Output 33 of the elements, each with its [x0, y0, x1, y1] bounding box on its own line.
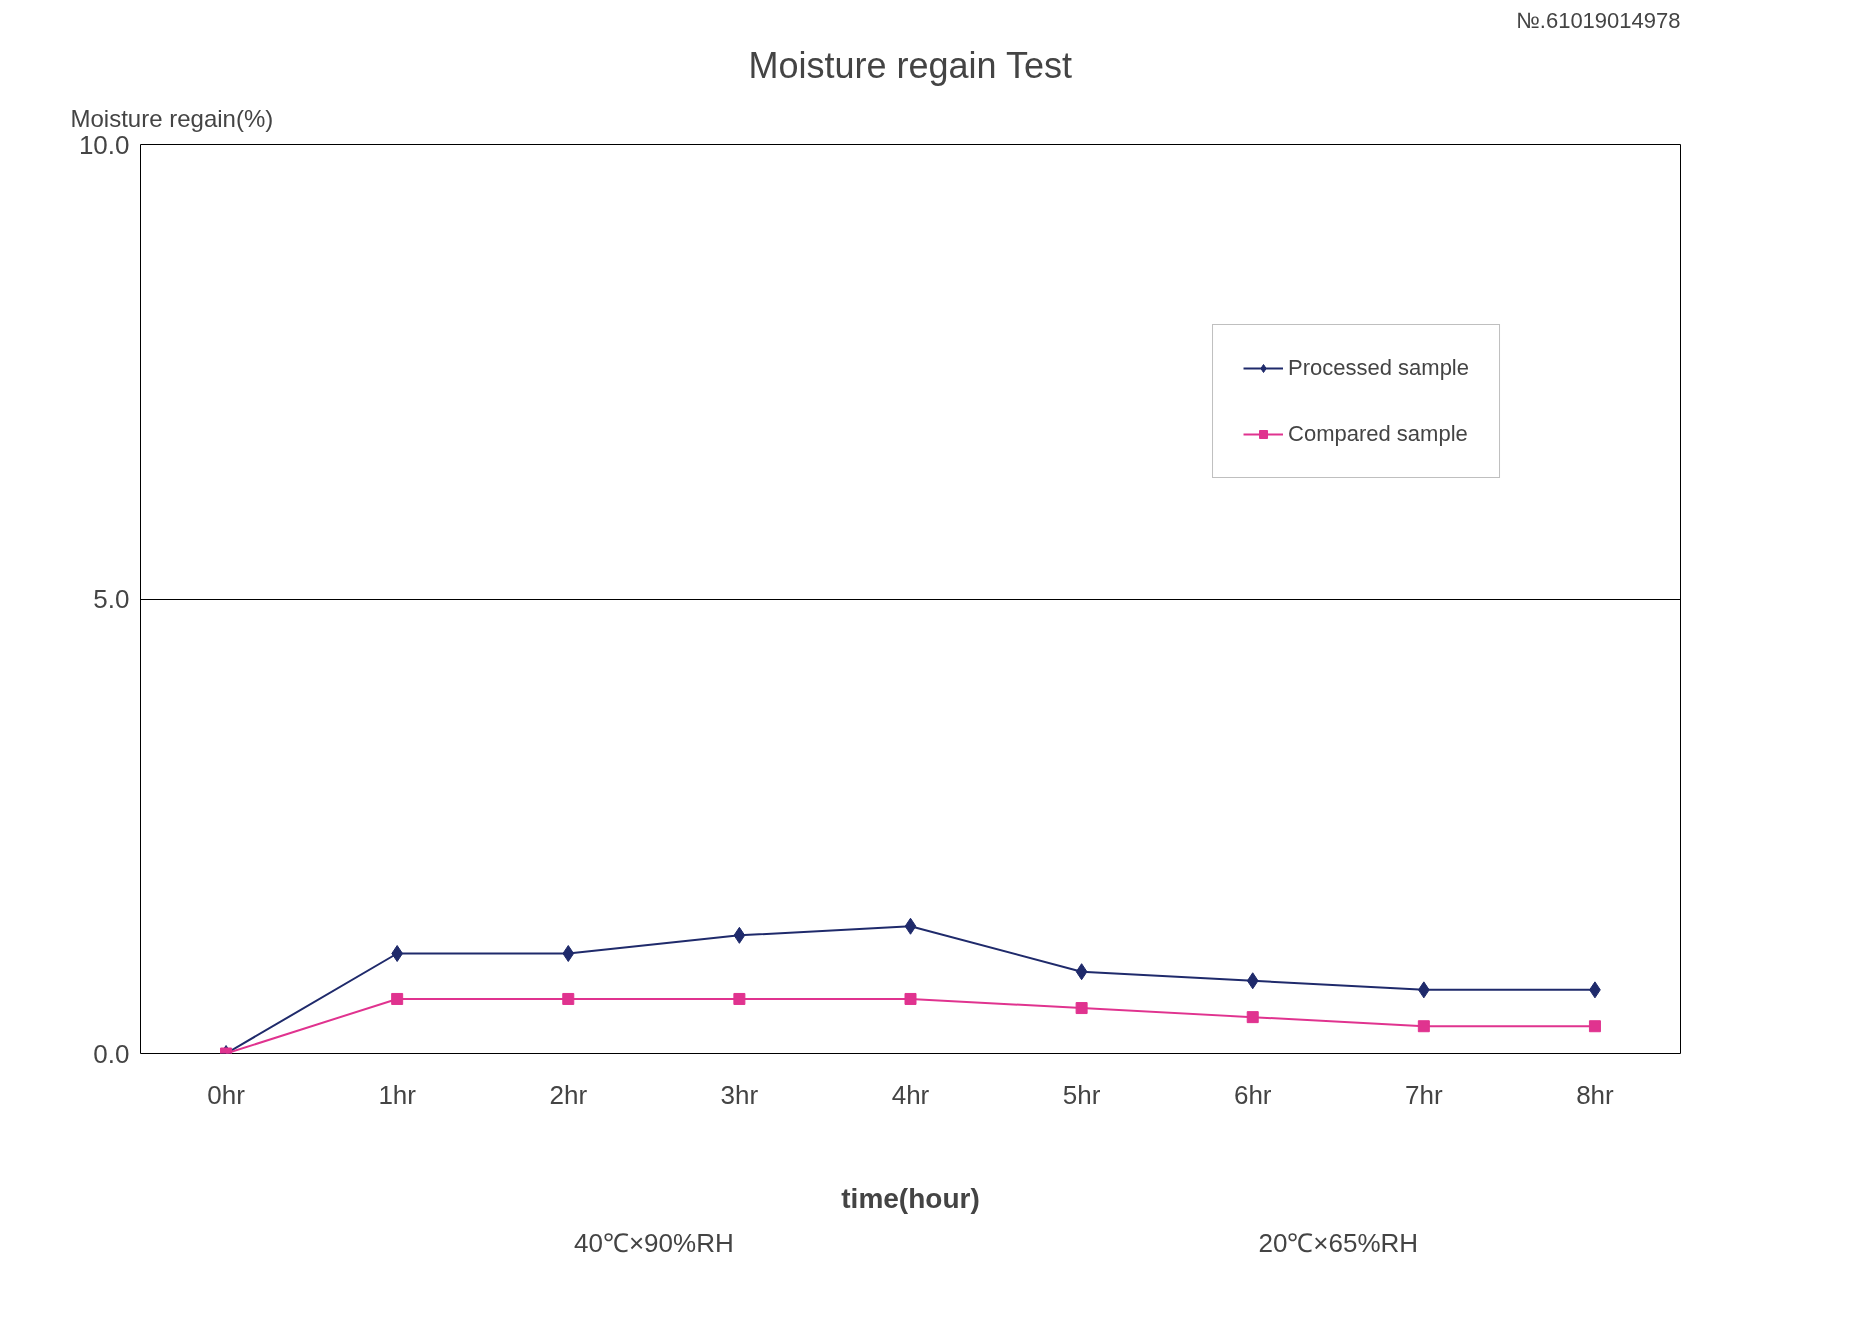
- point: [562, 945, 575, 963]
- point: [1246, 1011, 1259, 1024]
- text: 40℃×90%RH: [573, 1227, 734, 1258]
- x-tick-label: 3hr: [720, 1079, 759, 1110]
- x-tick-label: 0hr: [207, 1079, 246, 1110]
- point: [1075, 1002, 1088, 1015]
- point: [904, 917, 917, 935]
- point: [733, 992, 746, 1005]
- point: [1588, 1020, 1601, 1033]
- x-tick-label: 5hr: [1062, 1079, 1101, 1110]
- point: [733, 926, 746, 944]
- x-tick-label: 6hr: [1233, 1079, 1272, 1110]
- x-tick-label: 1hr: [378, 1079, 417, 1110]
- x-axis-title: time(hour): [841, 1182, 980, 1214]
- point: [904, 992, 917, 1005]
- chart-title: Moisture regain Test: [748, 44, 1072, 86]
- y-tick-label: 0.0: [93, 1038, 130, 1069]
- y-tick-label: 5.0: [93, 584, 130, 614]
- x-tick-label: 2hr: [549, 1079, 588, 1110]
- legend-label: Processed sample: [1288, 355, 1469, 381]
- x-tick-label: 7hr: [1405, 1079, 1443, 1110]
- point: [391, 992, 404, 1005]
- text: №.61019014978: [1516, 7, 1681, 33]
- y-axis-title: Moisture regain(%): [70, 105, 274, 132]
- x-tick-label: 8hr: [1576, 1079, 1615, 1110]
- point: [1417, 1020, 1430, 1033]
- point: [562, 992, 575, 1005]
- point: [1246, 972, 1259, 990]
- y-tick-label: 10.0: [78, 129, 130, 160]
- x-tick-label: 4hr: [891, 1079, 930, 1110]
- point: [1075, 963, 1088, 981]
- legend-label: Compared sample: [1288, 421, 1468, 447]
- text: 20℃×65%RH: [1258, 1227, 1419, 1258]
